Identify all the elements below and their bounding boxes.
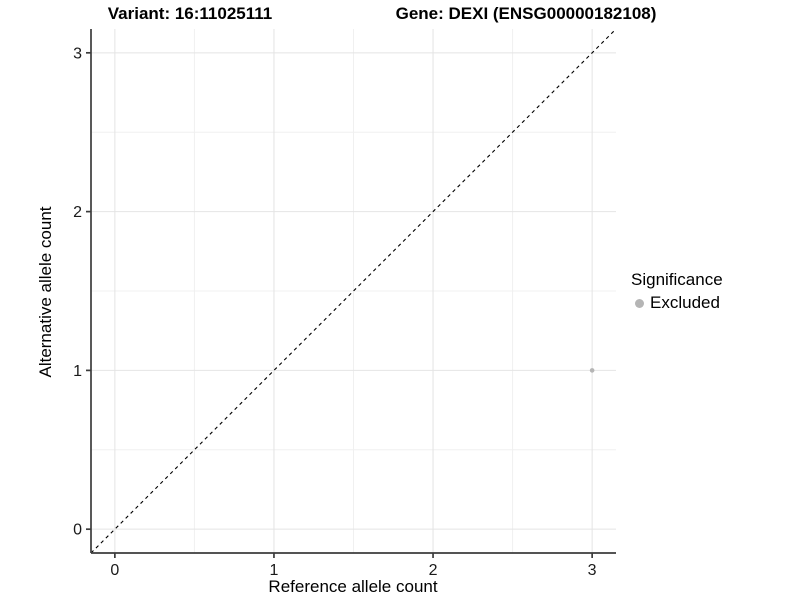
y-tick-label: 3	[73, 45, 82, 62]
legend-marker-circle-icon	[635, 298, 644, 308]
data-point	[589, 368, 595, 373]
x-tick-label: 2	[429, 562, 438, 579]
x-tick-label: 3	[588, 562, 597, 579]
y-tick-label: 1	[73, 363, 82, 380]
x-tick-label: 0	[110, 562, 119, 579]
gene-title: Gene: DEXI (ENSG00000182108)	[395, 4, 657, 23]
legend-title: Significance	[631, 270, 723, 289]
x-tick-label: 1	[270, 562, 279, 579]
x-axis-title: Reference allele count	[268, 577, 438, 596]
legend: Significance Excluded	[631, 270, 723, 313]
identity-reference-line	[90, 28, 617, 554]
y-axis-title: Alternative allele count	[36, 206, 55, 378]
variant-title: Variant: 16:11025111	[107, 4, 273, 23]
y-tick-label: 2	[73, 204, 82, 221]
legend-entry-excluded: Excluded	[631, 293, 723, 313]
y-tick-label: 0	[73, 522, 82, 539]
legend-entry-label: Excluded	[650, 293, 720, 312]
